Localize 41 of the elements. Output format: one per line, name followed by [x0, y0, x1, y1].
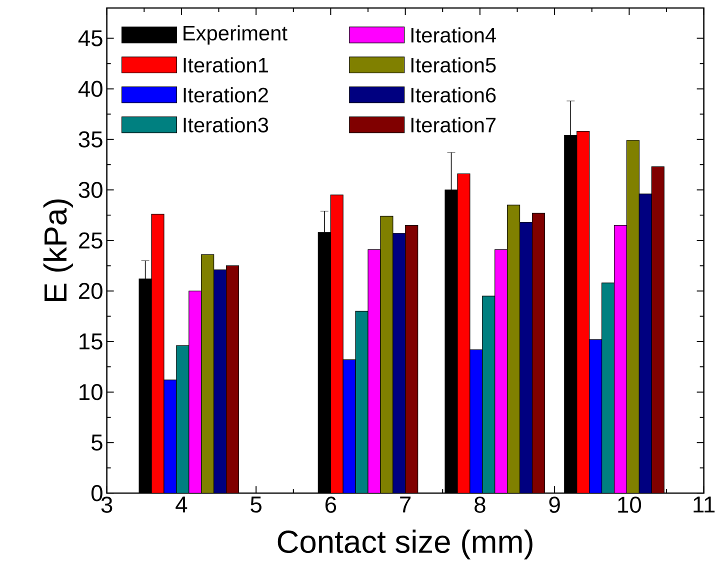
y-tick-label: 15: [80, 334, 102, 350]
bar: [638, 194, 652, 494]
x-tick-label: 3: [101, 496, 112, 513]
bar: [589, 339, 602, 494]
legend-label: Iteration7: [411, 117, 496, 132]
y-tick-label: 30: [78, 182, 102, 198]
y-tick-label: 0: [91, 485, 102, 502]
y-tick-label: 35: [78, 131, 102, 148]
x-axis-title: Contact size (mm): [278, 530, 532, 560]
bar: [164, 380, 177, 494]
x-tick-label: 10: [618, 496, 642, 513]
legend-label: Iteration6: [411, 87, 496, 102]
bar: [368, 249, 381, 494]
y-axis-title: E (kPa): [43, 200, 74, 302]
y-tick-label: 20: [79, 282, 102, 300]
legend-label: Iteration1: [184, 57, 268, 73]
legend-label: Iteration4: [411, 27, 496, 43]
y-tick-label: 45: [78, 30, 102, 46]
bar: [188, 290, 202, 494]
bar: [342, 359, 356, 494]
y-tick-label: 40: [78, 80, 102, 97]
x-tick-label: 8: [474, 496, 486, 513]
bar: [614, 224, 628, 494]
legend-label: Iteration5: [411, 57, 496, 73]
x-tick-label: 9: [549, 496, 560, 513]
y-tick-label: 5: [92, 434, 102, 451]
y-tick-label: 10: [80, 384, 102, 400]
legend-label: Iteration3: [184, 117, 268, 132]
x-tick-label: 5: [250, 496, 262, 513]
legend-label: Experiment: [184, 25, 288, 45]
bar: [214, 269, 227, 494]
x-tick-label: 11: [694, 496, 715, 512]
x-tick-label: 6: [325, 496, 336, 513]
x-tick-label: 4: [176, 496, 188, 512]
legend-label: Iteration2: [184, 87, 268, 102]
bar: [519, 222, 533, 494]
x-tick-label: 7: [400, 496, 411, 512]
bar: [392, 233, 406, 494]
y-tick-label: 25: [79, 232, 102, 249]
bar: [494, 249, 508, 494]
bar: [470, 349, 483, 494]
